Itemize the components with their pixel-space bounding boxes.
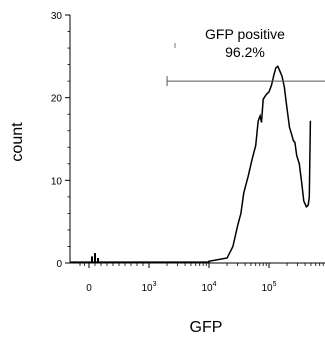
y-tick-label: 10 (51, 176, 63, 187)
histogram-noise-mark (91, 256, 93, 263)
x-tick-label: 104 (201, 281, 216, 294)
histogram-noise-mark (97, 258, 99, 263)
y-tick-label: 30 (51, 11, 63, 22)
gate (166, 43, 325, 87)
x-tick-label: 0 (86, 283, 92, 294)
axes (69, 15, 325, 264)
y-axis-title: count (9, 122, 26, 162)
gate-percent: 96.2% (225, 44, 265, 60)
x-tick-label: 103 (141, 281, 156, 294)
x-axis-title: GFP (190, 319, 223, 336)
gate-label: GFP positive (205, 26, 285, 42)
y-tick-label: 0 (56, 259, 62, 270)
x-tick-label: 105 (261, 281, 276, 294)
histogram-noise-mark (94, 253, 96, 263)
ticks: 0 10 20 30 0 103 104 105 (51, 11, 324, 294)
histogram-series-line (70, 65, 312, 263)
y-tick-label: 20 (51, 94, 63, 105)
